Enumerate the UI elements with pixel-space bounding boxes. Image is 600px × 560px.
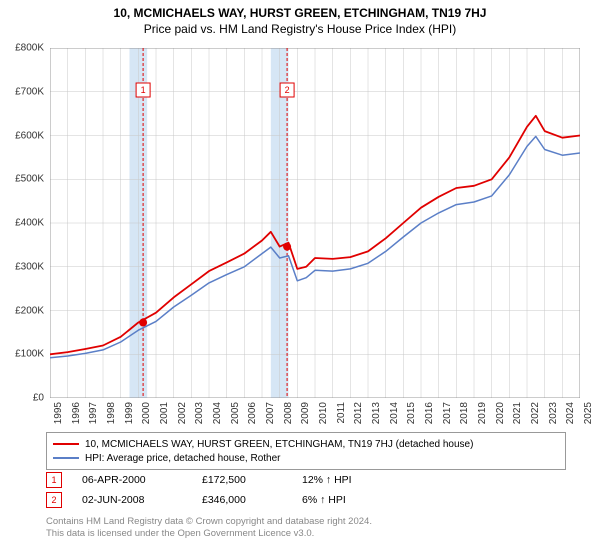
chart-container: 10, MCMICHAELS WAY, HURST GREEN, ETCHING…	[0, 0, 600, 560]
legend-row: 10, MCMICHAELS WAY, HURST GREEN, ETCHING…	[53, 437, 559, 451]
svg-text:2: 2	[285, 85, 290, 95]
x-tick-label: 2015	[406, 402, 417, 424]
x-tick-label: 2021	[512, 402, 523, 424]
transaction-table: 1 06-APR-2000£172,50012% ↑ HPI 2 02-JUN-200…	[46, 470, 402, 510]
x-tick-label: 2023	[548, 402, 559, 424]
x-tick-label: 2019	[477, 402, 488, 424]
attribution-text: Contains HM Land Registry data © Crown c…	[46, 516, 372, 541]
transaction-row: 2 02-JUN-2008£346,0006% ↑ HPI	[46, 490, 402, 510]
x-tick-label: 2002	[177, 402, 188, 424]
y-tick-label: £800K	[15, 43, 44, 54]
y-axis-labels: £0£100K£200K£300K£400K£500K£600K£700K£80…	[0, 48, 48, 398]
x-tick-label: 2024	[565, 402, 576, 424]
legend-swatch	[53, 457, 79, 459]
x-tick-label: 2000	[141, 402, 152, 424]
y-tick-label: £500K	[15, 174, 44, 185]
x-tick-label: 2007	[265, 402, 276, 424]
x-tick-label: 2008	[283, 402, 294, 424]
transaction-row: 1 06-APR-2000£172,50012% ↑ HPI	[46, 470, 402, 490]
y-tick-label: £200K	[15, 305, 44, 316]
transaction-price: £172,500	[202, 474, 302, 486]
x-tick-label: 2017	[442, 402, 453, 424]
chart-plot-area: 12	[50, 48, 580, 398]
x-tick-label: 2004	[212, 402, 223, 424]
x-axis-labels: 1995 1996 1997 1998 1999 2000 2001 2002 2003 2004…	[50, 400, 580, 430]
chart-svg: 12	[50, 48, 580, 398]
x-tick-label: 2006	[247, 402, 258, 424]
x-tick-label: 2009	[300, 402, 311, 424]
x-tick-label: 2016	[424, 402, 435, 424]
y-tick-label: £100K	[15, 349, 44, 360]
transaction-marker: 1	[46, 472, 62, 488]
y-tick-label: £0	[33, 393, 44, 404]
x-tick-label: 2022	[530, 402, 541, 424]
legend-row: HPI: Average price, detached house, Roth…	[53, 451, 559, 465]
legend-label: HPI: Average price, detached house, Roth…	[85, 453, 281, 464]
x-tick-label: 2013	[371, 402, 382, 424]
x-tick-label: 1997	[88, 402, 99, 424]
x-tick-label: 2010	[318, 402, 329, 424]
y-tick-label: £400K	[15, 218, 44, 229]
x-tick-label: 2018	[459, 402, 470, 424]
chart-title-sub: Price paid vs. HM Land Registry's House …	[0, 20, 600, 40]
x-tick-label: 2005	[230, 402, 241, 424]
transaction-price: £346,000	[202, 494, 302, 506]
legend-label: 10, MCMICHAELS WAY, HURST GREEN, ETCHING…	[85, 439, 473, 450]
y-tick-label: £300K	[15, 261, 44, 272]
x-tick-label: 2012	[353, 402, 364, 424]
x-tick-label: 1996	[71, 402, 82, 424]
legend-swatch	[53, 443, 79, 445]
x-tick-label: 2001	[159, 402, 170, 424]
transaction-marker: 2	[46, 492, 62, 508]
x-tick-label: 2025	[583, 402, 594, 424]
legend-box: 10, MCMICHAELS WAY, HURST GREEN, ETCHING…	[46, 432, 566, 470]
y-tick-label: £600K	[15, 130, 44, 141]
x-tick-label: 2020	[495, 402, 506, 424]
x-tick-label: 2014	[389, 402, 400, 424]
transaction-pct: 6% ↑ HPI	[302, 494, 402, 506]
y-tick-label: £700K	[15, 86, 44, 97]
transaction-pct: 12% ↑ HPI	[302, 474, 402, 486]
attribution-line-1: Contains HM Land Registry data © Crown c…	[46, 516, 372, 528]
x-tick-label: 2011	[336, 402, 347, 424]
chart-title-main: 10, MCMICHAELS WAY, HURST GREEN, ETCHING…	[0, 0, 600, 20]
transaction-date: 06-APR-2000	[82, 474, 202, 486]
x-tick-label: 1998	[106, 402, 117, 424]
svg-text:1: 1	[141, 85, 146, 95]
x-tick-label: 1995	[53, 402, 64, 424]
x-tick-label: 1999	[124, 402, 135, 424]
transaction-date: 02-JUN-2008	[82, 494, 202, 506]
attribution-line-2: This data is licensed under the Open Gov…	[46, 528, 372, 540]
x-tick-label: 2003	[194, 402, 205, 424]
